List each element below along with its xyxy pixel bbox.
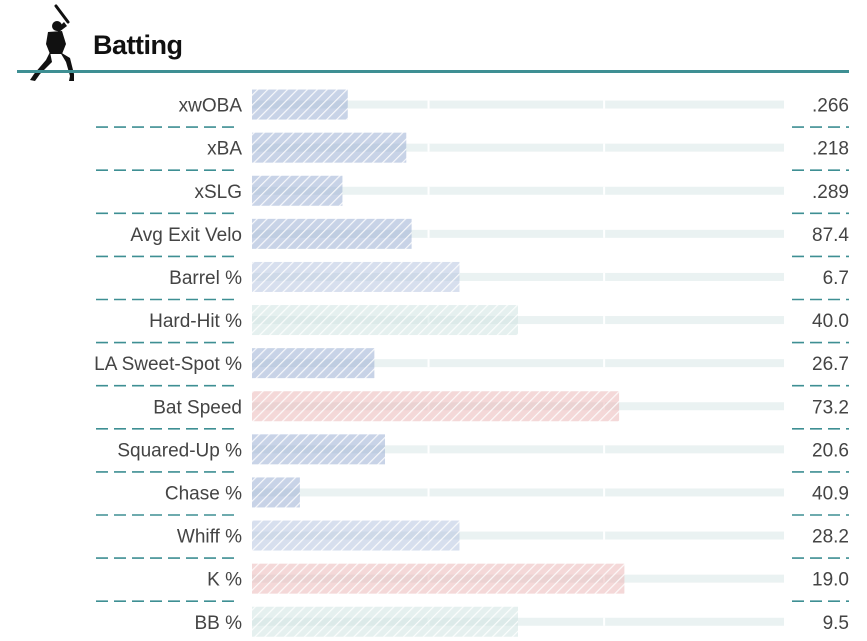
percentile-bar <box>252 434 385 465</box>
track-separator <box>603 531 606 540</box>
metric-label: K % <box>207 570 242 591</box>
metric-row: Hard-Hit % 40.0 <box>96 305 849 344</box>
metric-label: LA Sweet-Spot % <box>94 354 242 375</box>
track-separator <box>603 186 606 195</box>
percentile-bar <box>252 132 407 163</box>
percentile-bar <box>252 218 412 249</box>
metric-row: LA Sweet-Spot % 26.7 <box>94 348 849 387</box>
percentile-track <box>252 143 784 152</box>
metric-row: K % 19.0 <box>96 563 849 603</box>
metric-value: 20.6 <box>812 440 849 461</box>
metric-row: Bat Speed 73.2 <box>96 391 849 430</box>
percentile-bar <box>252 477 300 508</box>
track-separator <box>603 617 606 626</box>
metric-value: 28.2 <box>812 527 849 548</box>
batter-silhouette-icon <box>30 4 74 81</box>
track-separator <box>427 186 430 195</box>
metric-value: 40.0 <box>812 311 849 332</box>
percentile-bar <box>252 305 518 336</box>
metric-row: BB % 9.5 <box>194 606 849 637</box>
metric-label: xBA <box>207 139 242 160</box>
track-separator <box>427 100 430 109</box>
metric-label: Whiff % <box>177 527 242 548</box>
track-separator <box>603 359 606 368</box>
track-separator <box>427 488 430 497</box>
metric-label: Avg Exit Velo <box>130 225 242 246</box>
metric-row: Whiff % 28.2 <box>96 520 849 559</box>
track-separator <box>427 445 430 454</box>
metric-label: BB % <box>194 613 242 634</box>
track-separator <box>603 316 606 325</box>
metric-row: xwOBA .266 <box>96 89 849 128</box>
metric-value: 73.2 <box>812 397 849 418</box>
track-separator <box>603 445 606 454</box>
percentile-track <box>252 488 784 497</box>
track-separator <box>603 143 606 152</box>
percentile-track <box>252 359 784 368</box>
percentile-track <box>252 445 784 454</box>
metric-row: Barrel % 6.7 <box>96 261 849 301</box>
percentile-track <box>252 229 784 238</box>
metric-row: Squared-Up % 20.6 <box>96 434 849 473</box>
metric-label: Barrel % <box>169 268 242 289</box>
track-separator <box>427 359 430 368</box>
metric-label: Squared-Up % <box>117 440 242 461</box>
percentile-bar <box>252 520 460 551</box>
percentile-bar <box>252 563 625 594</box>
track-separator <box>603 229 606 238</box>
header-divider <box>17 70 849 73</box>
metric-label: Hard-Hit % <box>149 311 242 332</box>
metric-value: 6.7 <box>823 268 849 289</box>
metric-value: .218 <box>812 139 849 160</box>
track-separator <box>603 272 606 281</box>
track-separator <box>427 143 430 152</box>
metric-label: Chase % <box>165 483 242 504</box>
percentile-track <box>252 531 784 540</box>
percentile-bar <box>252 391 620 422</box>
percentile-track <box>252 186 784 195</box>
percentile-bar <box>252 606 518 637</box>
metric-value: 9.5 <box>823 613 849 634</box>
metric-label: xwOBA <box>179 96 243 117</box>
metric-value: 40.9 <box>812 483 849 504</box>
percentile-bar <box>252 175 343 206</box>
metric-value: 26.7 <box>812 354 849 375</box>
section-header: Batting <box>0 0 867 81</box>
metric-row: Chase % 40.9 <box>96 477 849 516</box>
percentile-bar <box>252 348 375 379</box>
track-separator <box>427 229 430 238</box>
metric-row: xBA .218 <box>96 132 849 171</box>
metric-label: xSLG <box>194 182 242 203</box>
metric-row: xSLG .289 <box>96 175 849 215</box>
metric-value: .266 <box>812 96 849 117</box>
metric-value: 19.0 <box>812 570 849 591</box>
section-title: Batting <box>93 30 183 60</box>
track-separator <box>603 488 606 497</box>
metric-value: .289 <box>812 182 849 203</box>
percentile-bar <box>252 89 348 120</box>
track-separator <box>603 100 606 109</box>
percentile-track <box>252 100 784 109</box>
metric-value: 87.4 <box>812 225 849 246</box>
metric-label: Bat Speed <box>153 397 242 418</box>
metric-row: Avg Exit Velo 87.4 <box>96 218 849 258</box>
percentile-bar <box>252 261 460 292</box>
percentile-track <box>252 272 784 281</box>
